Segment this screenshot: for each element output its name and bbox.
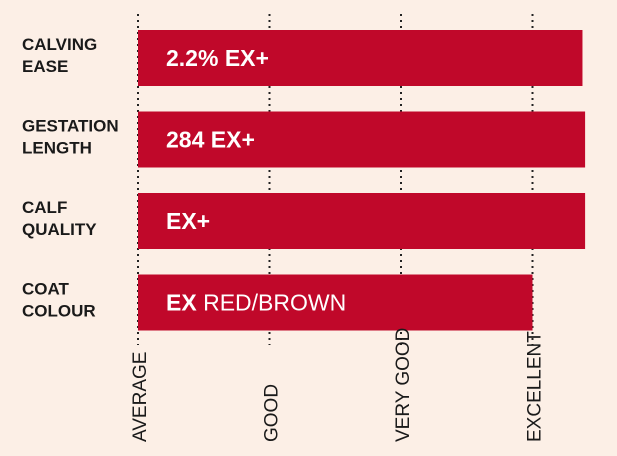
scale-label-good: GOOD <box>262 384 283 442</box>
scale-labels: AVERAGE GOOD VERY GOOD EXCELLENT <box>130 328 546 442</box>
bar-value-label: 2.2% EX+ <box>166 45 269 71</box>
bar-calving-ease <box>138 30 583 86</box>
bar-value-label: EX+ <box>166 208 210 234</box>
trait-label: CALVING EASE <box>22 35 97 76</box>
bar-calf-quality <box>138 193 586 249</box>
scale-label-average: AVERAGE <box>130 352 151 442</box>
trait-label: COAT COLOUR <box>22 280 96 321</box>
trait-labels: CALVING EASE GESTATION LENGTH CALF QUALITY COA… <box>22 35 119 321</box>
trait-label: CALF QUALITY <box>22 198 97 239</box>
bar-gestation-length <box>138 111 586 168</box>
bar-coat-colour <box>138 274 533 331</box>
bar-value-label: 284 EX+ <box>166 127 255 153</box>
scale-label-very-good: VERY GOOD <box>393 328 414 442</box>
bar-value-label: EX RED/BROWN <box>166 290 346 316</box>
trait-label: GESTATION LENGTH <box>22 117 119 158</box>
bars-layer: 2.2% EX+ 284 EX+ EX+ EX RED/BROWN <box>138 30 586 331</box>
scale-label-excellent: EXCELLENT <box>525 331 546 442</box>
